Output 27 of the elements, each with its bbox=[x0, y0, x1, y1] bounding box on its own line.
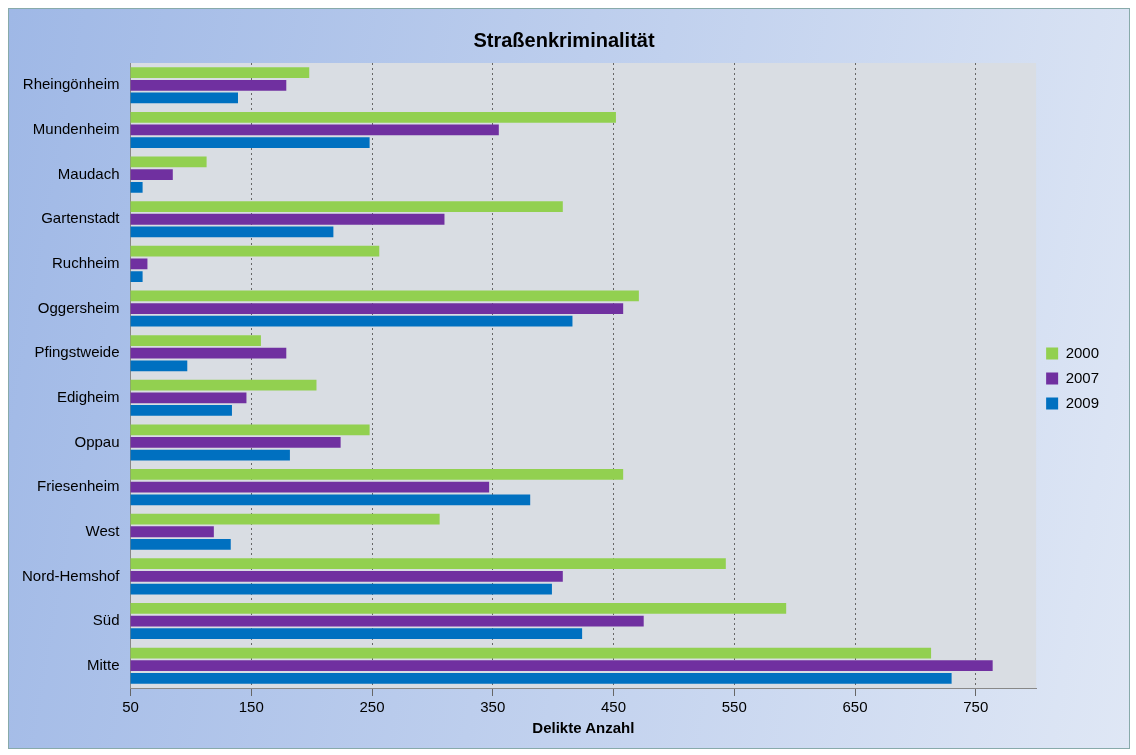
y-tick-label: Oppau bbox=[74, 432, 120, 450]
y-tick-label: Friesenheim bbox=[37, 477, 120, 495]
y-tick-label: Edigheim bbox=[56, 387, 120, 405]
y-tick-label: Nord-Hemshof bbox=[22, 566, 121, 584]
y-tick-label: Gartenstadt bbox=[41, 209, 121, 227]
y-tick-label: Rheingönheim bbox=[22, 75, 120, 93]
x-tick-label: 650 bbox=[842, 698, 868, 716]
x-tick-label: 250 bbox=[359, 698, 385, 716]
y-tick-label: Mundenheim bbox=[32, 120, 120, 138]
y-tick-label: Pfingstweide bbox=[34, 343, 120, 361]
y-tick-label: Oggersheim bbox=[37, 298, 120, 316]
legend-label: 2007 bbox=[1065, 368, 1100, 386]
y-tick-label: Mitte bbox=[87, 655, 120, 673]
y-tick-label: West bbox=[85, 521, 121, 539]
legend-label: 2000 bbox=[1065, 343, 1100, 361]
x-tick-label: 550 bbox=[721, 698, 747, 716]
y-tick-label: Süd bbox=[92, 611, 120, 629]
x-tick-label: 450 bbox=[601, 698, 627, 716]
x-tick-label: 750 bbox=[963, 698, 989, 716]
chart-title: Straßenkriminalität bbox=[473, 28, 655, 51]
x-tick-label: 350 bbox=[480, 698, 506, 716]
x-tick-label: 50 bbox=[122, 698, 139, 716]
x-axis-title: Delikte Anzahl bbox=[532, 719, 635, 737]
y-tick-label: Ruchheim bbox=[52, 254, 120, 272]
legend-label: 2009 bbox=[1065, 393, 1100, 411]
x-tick-label: 150 bbox=[238, 698, 264, 716]
y-tick-label: Maudach bbox=[57, 164, 120, 182]
